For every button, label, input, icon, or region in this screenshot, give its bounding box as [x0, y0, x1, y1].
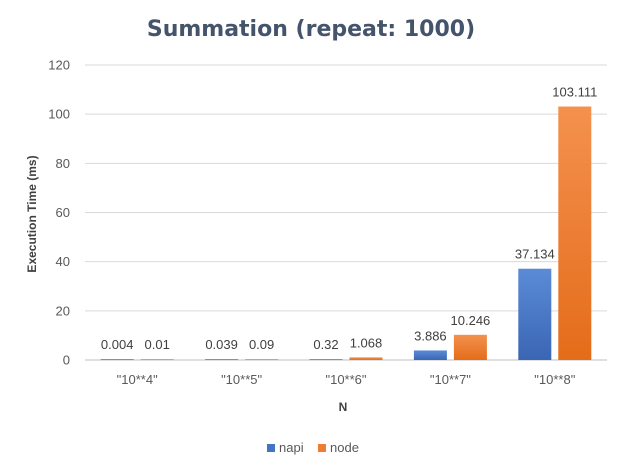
y-tick-label: 80: [56, 156, 70, 171]
bar-node: [558, 106, 592, 360]
data-labels: 0.004 0.01 0.039 0.09 0.32 1.068 3.886 10.246 37…: [101, 85, 597, 353]
bar-node: [349, 357, 383, 360]
chart-title: Summation (repeat: 1000): [147, 17, 475, 42]
bars: [100, 106, 592, 360]
bar-napi: [205, 359, 239, 360]
y-tick-label: 40: [56, 254, 70, 269]
data-label-node: 0.09: [249, 337, 274, 352]
bar-napi: [518, 268, 552, 360]
data-label-node: 103.111: [552, 85, 597, 100]
data-label-napi: 0.039: [205, 337, 238, 352]
data-label-node: 1.068: [350, 335, 383, 350]
bar-napi: [309, 359, 343, 360]
x-tick-label: "10**8": [534, 372, 575, 387]
x-axis-ticks: "10**4" "10**5" "10**6" "10**7" "10**8": [117, 372, 576, 387]
y-tick-label: 100: [48, 107, 70, 122]
legend-label-node: node: [330, 440, 359, 455]
bar-node: [453, 334, 487, 360]
bar-napi: [100, 359, 134, 360]
y-axis-title: Execution Time (ms): [25, 155, 39, 272]
bar-node: [245, 359, 279, 360]
gridlines: [85, 64, 607, 361]
x-tick-label: "10**4": [117, 372, 158, 387]
data-label-node: 10.246: [451, 313, 491, 328]
data-label-napi: 3.886: [414, 328, 447, 343]
legend-swatch-node: [318, 444, 326, 452]
data-label-napi: 0.32: [313, 337, 338, 352]
x-axis-title: N: [339, 400, 348, 414]
data-label-napi: 0.004: [101, 337, 134, 352]
y-tick-label: 120: [48, 58, 70, 73]
data-label-node: 0.01: [145, 337, 170, 352]
y-tick-label: 60: [56, 205, 70, 220]
y-tick-label: 20: [56, 303, 70, 318]
data-label-napi: 37.134: [515, 247, 555, 262]
y-axis-ticks: 0 20 40 60 80 100 120: [48, 58, 70, 368]
x-tick-label: "10**6": [325, 372, 366, 387]
legend-swatch-napi: [267, 444, 275, 452]
bar-node: [140, 359, 174, 360]
legend-label-napi: napi: [279, 440, 304, 455]
x-tick-label: "10**7": [430, 372, 471, 387]
bar-napi: [413, 350, 447, 360]
legend: napi node: [267, 440, 359, 455]
y-tick-label: 0: [63, 353, 70, 368]
x-tick-label: "10**5": [221, 372, 262, 387]
